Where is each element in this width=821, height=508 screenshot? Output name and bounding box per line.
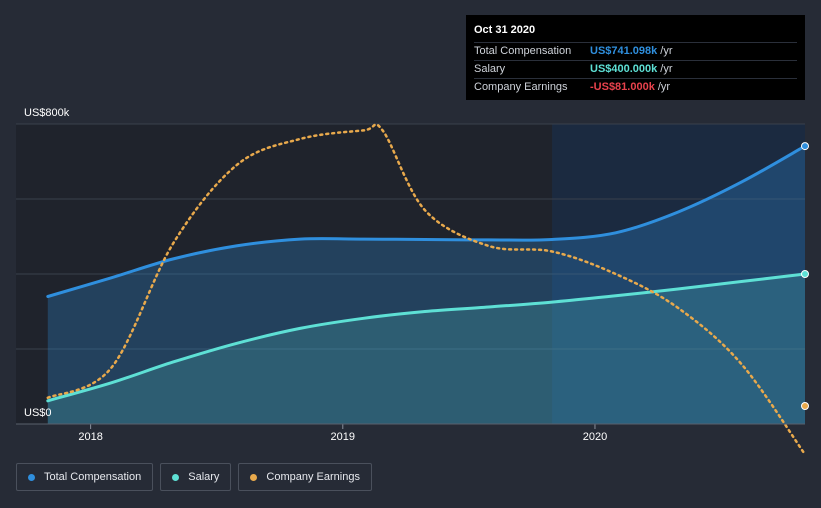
salary-line — [46, 272, 807, 403]
company-earnings-end-marker — [801, 402, 809, 410]
tooltip-row-total: Total Compensation US$741.098k /yr — [474, 42, 797, 60]
tooltip-value: US$400.000k — [590, 63, 658, 75]
legend-label: Salary — [188, 471, 220, 483]
y-axis-tick-label: US$0 — [24, 407, 52, 419]
tooltip-date: Oct 31 2020 — [474, 24, 536, 36]
tooltip-row-salary: Salary US$400.000k /yr — [474, 60, 797, 78]
legend-item-total-compensation[interactable]: Total Compensation — [16, 463, 154, 491]
tooltip-value: US$741.098k — [590, 45, 658, 57]
legend-dot-icon — [172, 473, 180, 481]
legend-label: Total Compensation — [44, 471, 142, 483]
tooltip-unit: /yr — [660, 63, 673, 75]
y-axis-tick-label: US$800k — [24, 107, 70, 119]
tooltip-unit: /yr — [657, 81, 671, 93]
legend-dot-icon — [250, 473, 258, 481]
x-axis-tick-label: 2020 — [583, 431, 607, 443]
x-axis-tick-label: 2018 — [78, 431, 102, 443]
salary-area — [47, 274, 806, 424]
chart-legend: Total Compensation Salary Company Earnin… — [16, 463, 372, 491]
tooltip-label: Salary — [474, 63, 506, 75]
total-compensation-line — [46, 144, 807, 298]
salary-end-marker — [801, 270, 809, 278]
tooltip-value: -US$81.000k — [590, 81, 655, 93]
x-axis-tick-label: 2019 — [331, 431, 355, 443]
legend-item-company-earnings[interactable]: Company Earnings — [238, 463, 372, 491]
tooltip-unit: /yr — [660, 45, 673, 57]
total-compensation-area — [47, 146, 806, 424]
legend-label: Company Earnings — [266, 471, 360, 483]
tooltip-label: Company Earnings — [474, 81, 568, 93]
chart-tooltip: Oct 31 2020 Total Compensation US$741.09… — [466, 15, 805, 100]
total-compensation-end-marker — [801, 142, 809, 151]
legend-dot-icon — [28, 473, 35, 481]
tooltip-row-earnings: Company Earnings -US$81.000k /yr — [474, 78, 797, 96]
legend-item-salary[interactable]: Salary — [160, 463, 232, 491]
tooltip-label: Total Compensation — [474, 45, 572, 57]
company-earnings-line — [46, 123, 807, 456]
